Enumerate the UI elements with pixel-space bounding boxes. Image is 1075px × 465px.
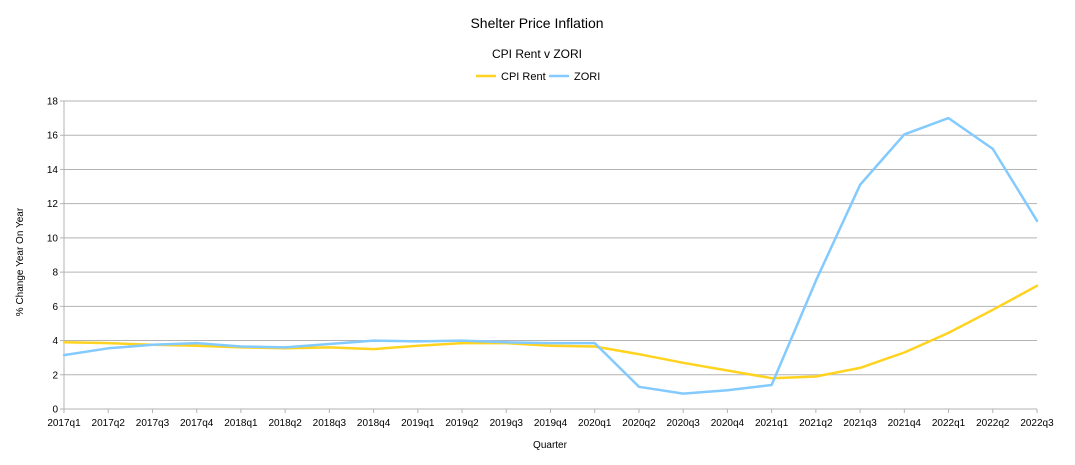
- x-tick-label: 2019q1: [401, 418, 435, 429]
- y-tick-label: 4: [52, 336, 58, 347]
- series-line-cpi-rent: [62, 284, 1039, 380]
- x-tick-label: 2017q1: [47, 418, 81, 429]
- x-tick-label: 2021q1: [755, 418, 789, 429]
- legend-label-cpi-rent: CPI Rent: [501, 71, 546, 83]
- x-tick-label: 2020q3: [666, 418, 700, 429]
- y-tick-label: 10: [47, 233, 59, 244]
- y-tick-label: 16: [47, 131, 59, 142]
- y-axis-ticks: 0 2 4 6 8 10 12 14 16 18: [47, 97, 64, 416]
- y-tick-label: 2: [52, 370, 58, 381]
- x-tick-label: 2021q2: [799, 418, 833, 429]
- legend: CPI Rent ZORI: [476, 71, 600, 83]
- x-tick-label: 2017q2: [92, 418, 126, 429]
- x-tick-label: 2019q2: [445, 418, 479, 429]
- legend-label-zori: ZORI: [574, 71, 600, 83]
- gridlines: [63, 100, 1037, 410]
- x-tick-label: 2017q4: [180, 418, 214, 429]
- x-tick-label: 2017q3: [136, 418, 170, 429]
- x-tick-label: 2021q3: [843, 418, 877, 429]
- x-tick-label: 2019q4: [534, 418, 568, 429]
- y-tick-label: 8: [52, 268, 58, 279]
- x-tick-label: 2021q4: [888, 418, 922, 429]
- x-tick-label: 2019q3: [490, 418, 524, 429]
- x-tick-label: 2020q2: [622, 418, 656, 429]
- y-tick-label: 6: [52, 302, 58, 313]
- x-tick-label: 2018q4: [357, 418, 391, 429]
- x-axis-ticks: 2017q1 2017q2 2017q3 2017q4 2018q1 2018q2 2018…: [47, 409, 1054, 429]
- y-tick-label: 12: [47, 199, 59, 210]
- y-tick-label: 14: [47, 165, 59, 176]
- x-tick-label: 2020q4: [711, 418, 745, 429]
- x-tick-label: 2018q1: [224, 418, 258, 429]
- x-tick-label: 2022q1: [932, 418, 966, 429]
- x-tick-label: 2022q3: [1020, 418, 1054, 429]
- x-tick-label: 2018q2: [268, 418, 302, 429]
- chart-title: Shelter Price Inflation: [470, 15, 603, 31]
- series-line-zori: [62, 116, 1039, 395]
- x-tick-label: 2022q2: [976, 418, 1010, 429]
- y-tick-label: 0: [52, 405, 58, 416]
- x-axis-label: Quarter: [533, 440, 568, 451]
- series-lines: [62, 116, 1039, 395]
- y-axis-label: % Change Year On Year: [15, 207, 26, 316]
- x-tick-label: 2018q3: [313, 418, 347, 429]
- x-tick-label: 2020q1: [578, 418, 612, 429]
- y-tick-label: 18: [47, 97, 59, 108]
- chart-subtitle: CPI Rent v ZORI: [492, 47, 582, 61]
